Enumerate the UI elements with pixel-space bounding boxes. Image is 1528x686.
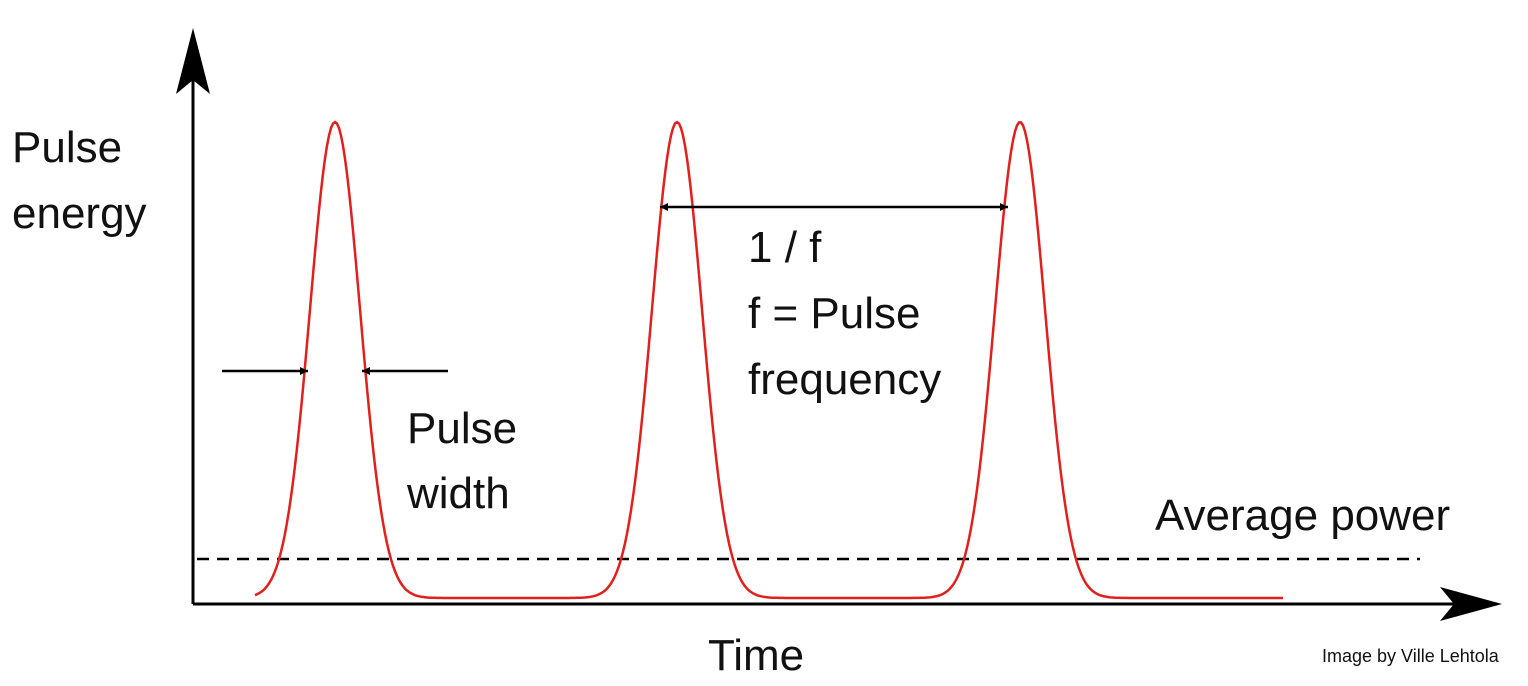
- x-axis-label: Time: [708, 631, 804, 680]
- credit: Image by Ville Lehtola: [1322, 646, 1500, 666]
- x-axis-arrow: [1440, 587, 1502, 621]
- period-label: frequency: [748, 355, 941, 404]
- width-label: width: [406, 469, 510, 518]
- y-axis-label: Pulse: [12, 123, 122, 172]
- pulse-train: [254, 120, 1283, 600]
- average-power-label: Average power: [1155, 491, 1450, 540]
- width-label: Pulse: [407, 404, 517, 453]
- y-axis-label: energy: [12, 189, 147, 238]
- y-axis-arrow: [176, 28, 210, 94]
- period-label: 1 / f: [748, 223, 822, 272]
- period-label: f = Pulse: [748, 289, 920, 338]
